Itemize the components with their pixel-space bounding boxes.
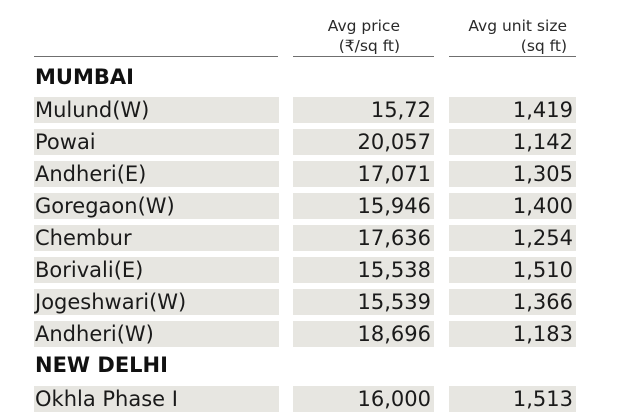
- avg-unit-size-value: 1,366: [512, 290, 573, 314]
- cell-avg-price: 20,057: [293, 129, 434, 155]
- header-rule-location: [34, 56, 278, 57]
- cell-avg-price: 15,946: [293, 193, 434, 219]
- table-row: Okhla Phase I 16,000 1,513: [0, 386, 620, 412]
- avg-unit-size-value: 1,510: [512, 258, 573, 282]
- cell-avg-unit-size: 1,305: [449, 161, 576, 187]
- table-row: Chembur 17,636 1,254: [0, 225, 620, 251]
- cell-location: Goregaon(W): [34, 193, 279, 219]
- avg-price-value: 15,72: [370, 98, 431, 122]
- avg-unit-size-value: 1,305: [512, 162, 573, 186]
- avg-unit-size-value: 1,513: [512, 387, 573, 411]
- table-row: Goregaon(W) 15,946 1,400: [0, 193, 620, 219]
- avg-price-value: 20,057: [357, 130, 431, 154]
- cell-location: Andheri(W): [34, 321, 279, 347]
- avg-price-value: 17,071: [357, 162, 431, 186]
- table-row: Jogeshwari(W) 15,539 1,366: [0, 289, 620, 315]
- avg-unit-size-value: 1,183: [512, 322, 573, 346]
- header-avg-price-line1: Avg price: [327, 17, 400, 35]
- header-avg-unit-size-line1: Avg unit size: [468, 17, 567, 35]
- avg-unit-size-value: 1,142: [512, 130, 573, 154]
- cell-location: Borivali(E): [34, 257, 279, 283]
- avg-unit-size-value: 1,419: [512, 98, 573, 122]
- header-rule-size: [449, 56, 576, 57]
- cell-avg-unit-size: 1,400: [449, 193, 576, 219]
- table-row: Andheri(E) 17,071 1,305: [0, 161, 620, 187]
- header-avg-unit-size-line2: (sq ft): [520, 37, 567, 55]
- cell-avg-price: 18,696: [293, 321, 434, 347]
- avg-price-value: 17,636: [357, 226, 431, 250]
- table-row: Powai 20,057 1,142: [0, 129, 620, 155]
- cell-location: Andheri(E): [34, 161, 279, 187]
- cell-location: Chembur: [34, 225, 279, 251]
- header-avg-price-line2: (₹/sq ft): [338, 37, 400, 55]
- avg-price-value: 15,539: [357, 290, 431, 314]
- cell-avg-unit-size: 1,183: [449, 321, 576, 347]
- cell-avg-price: 15,538: [293, 257, 434, 283]
- cell-avg-price: 17,071: [293, 161, 434, 187]
- avg-price-value: 18,696: [357, 322, 431, 346]
- cell-avg-unit-size: 1,254: [449, 225, 576, 251]
- header-avg-unit-size: Avg unit size (sq ft): [468, 16, 567, 56]
- cell-avg-unit-size: 1,142: [449, 129, 576, 155]
- cell-avg-price: 15,72: [293, 97, 434, 123]
- cell-location: Powai: [34, 129, 279, 155]
- cell-avg-unit-size: 1,510: [449, 257, 576, 283]
- cell-avg-price: 15,539: [293, 289, 434, 315]
- header-rule-price: [293, 56, 434, 57]
- cell-location: Okhla Phase I: [34, 386, 279, 412]
- cell-avg-price: 16,000: [293, 386, 434, 412]
- avg-price-value: 16,000: [357, 387, 431, 411]
- table-row: Borivali(E) 15,538 1,510: [0, 257, 620, 283]
- avg-price-value: 15,946: [357, 194, 431, 218]
- avg-unit-size-value: 1,254: [512, 226, 573, 250]
- cell-avg-unit-size: 1,513: [449, 386, 576, 412]
- header-avg-price: Avg price (₹/sq ft): [328, 16, 400, 56]
- avg-price-value: 15,538: [357, 258, 431, 282]
- avg-unit-size-value: 1,400: [512, 194, 573, 218]
- table-row: Mulund(W) 15,72 1,419: [0, 97, 620, 123]
- cell-avg-unit-size: 1,366: [449, 289, 576, 315]
- section-title-mumbai: MUMBAI: [35, 65, 134, 89]
- cell-location: Mulund(W): [34, 97, 279, 123]
- table-row: Andheri(W) 18,696 1,183: [0, 321, 620, 347]
- cell-avg-price: 17,636: [293, 225, 434, 251]
- section-title-new-delhi: NEW DELHI: [35, 353, 168, 377]
- cell-location: Jogeshwari(W): [34, 289, 279, 315]
- cell-avg-unit-size: 1,419: [449, 97, 576, 123]
